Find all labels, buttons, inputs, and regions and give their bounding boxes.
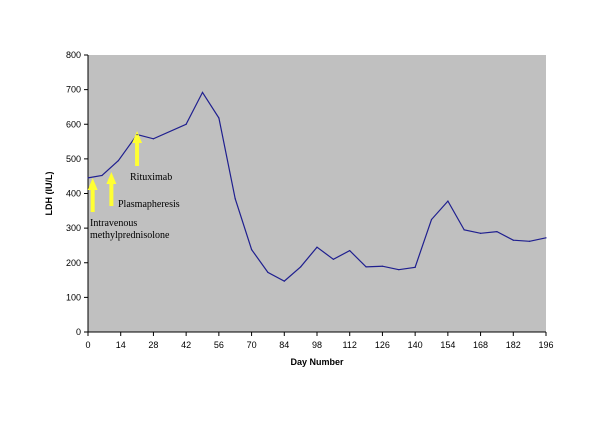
- y-tick-label: 200: [66, 258, 81, 268]
- y-tick-label: 0: [76, 327, 81, 337]
- data-point: [218, 117, 220, 119]
- data-point: [398, 269, 400, 271]
- x-tick-label: 84: [279, 340, 289, 350]
- y-axis-title: LDH (IU/L): [44, 172, 54, 216]
- data-point: [283, 280, 285, 282]
- x-tick-label: 98: [312, 340, 322, 350]
- x-tick-label: 70: [247, 340, 257, 350]
- data-point: [332, 258, 334, 260]
- data-point: [152, 138, 155, 140]
- y-tick-label: 400: [66, 189, 81, 199]
- annotations: Intravenous methylprednisolone Plasmaphere…: [87, 131, 180, 241]
- data-point: [430, 218, 433, 221]
- x-tick-label: 140: [408, 340, 423, 350]
- x-tick-label: 42: [181, 340, 191, 350]
- x-tick-label: 126: [375, 340, 390, 350]
- y-tick-label: 300: [66, 223, 81, 233]
- data-point: [267, 271, 269, 274]
- y-axis-ticks: 0 100 200 300 400 500 600 700 800: [66, 50, 88, 337]
- data-point: [463, 229, 465, 231]
- annotation-arrow: [106, 172, 117, 206]
- annotation-label: Rituximab: [130, 172, 172, 183]
- data-point: [101, 174, 103, 177]
- data-point: [545, 237, 547, 239]
- data-point: [185, 123, 187, 125]
- y-tick-label: 500: [66, 154, 81, 164]
- y-tick-label: 800: [66, 50, 81, 60]
- x-tick-label: 56: [214, 340, 224, 350]
- data-point: [512, 239, 514, 241]
- data-point: [201, 91, 204, 93]
- data-point: [234, 198, 236, 200]
- x-tick-label: 168: [473, 340, 488, 350]
- annotation-label: Plasmapheresis: [118, 199, 180, 210]
- data-point: [414, 266, 416, 268]
- data-point: [117, 160, 119, 162]
- data-point: [300, 266, 302, 268]
- data-point: [250, 248, 253, 251]
- data-point: [381, 265, 384, 267]
- y-tick-label: 600: [66, 119, 81, 129]
- series-line-ldh: [87, 91, 547, 282]
- x-tick-label: 154: [440, 340, 455, 350]
- data-point: [349, 250, 351, 252]
- data-point: [496, 230, 498, 233]
- x-tick-label: 112: [343, 340, 357, 350]
- x-tick-label: 0: [85, 340, 90, 350]
- y-tick-label: 100: [66, 292, 81, 302]
- data-point: [136, 134, 138, 136]
- data-point: [316, 246, 318, 248]
- x-tick-label: 14: [116, 340, 126, 350]
- data-point: [447, 200, 449, 202]
- data-point: [365, 266, 367, 268]
- data-point: [87, 177, 89, 179]
- x-tick-label: 196: [538, 340, 553, 350]
- annotation-arrow: [132, 131, 143, 166]
- x-tick-label: 182: [506, 340, 521, 350]
- x-axis-ticks: 0 14 28 42 56 70 84 98 112 126 140 154 168 182 196: [85, 332, 554, 350]
- data-point: [479, 232, 482, 234]
- x-axis-title: Day Number: [290, 357, 344, 367]
- x-tick-label: 28: [148, 340, 158, 350]
- series-points: [87, 91, 547, 282]
- annotation-label: Intravenous methylprednisolone: [90, 218, 170, 241]
- annotation-arrow: [87, 178, 98, 212]
- y-tick-label: 700: [66, 85, 81, 95]
- data-point: [529, 240, 531, 242]
- plot-area: [88, 55, 546, 332]
